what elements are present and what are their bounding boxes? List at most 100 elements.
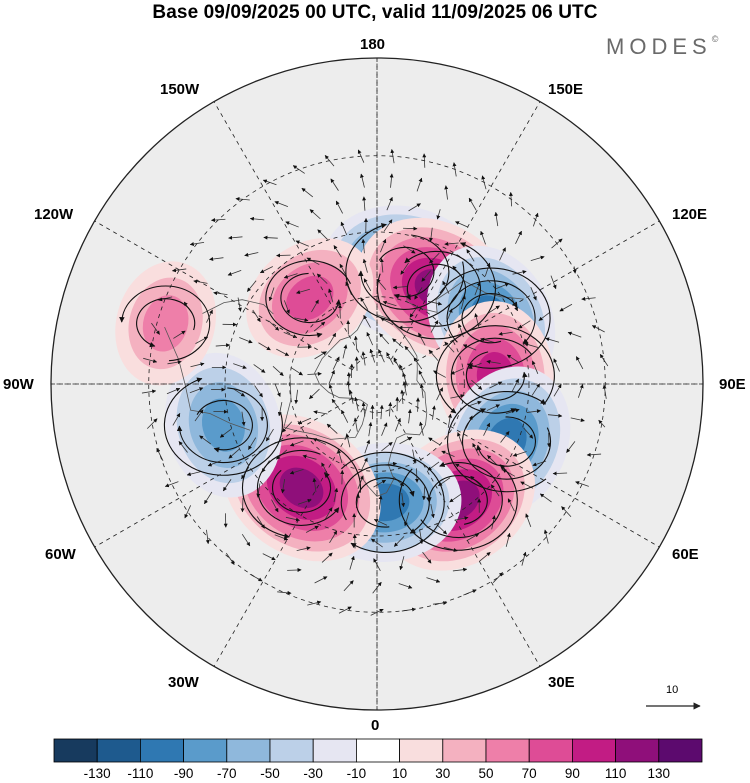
wind-vector [526,409,541,414]
wind-vector [462,344,477,351]
map-background [51,58,703,710]
map-title: Base 09/09/2025 00 UTC, valid 11/09/2025… [152,2,598,23]
colorbar-swatch [615,738,660,763]
wind-vector [506,354,520,363]
wind-vector [432,601,448,606]
wind-vector [314,351,327,360]
streamline [265,260,351,338]
colorbar-swatch [183,738,228,763]
wind-vector [472,442,480,456]
wind-vector [209,257,224,261]
wind-vector [349,555,355,570]
wind-vector [314,576,328,584]
meridian-line [94,220,353,371]
wind-vector [172,412,181,426]
wind-vector [246,280,257,292]
wind-vector [500,431,510,443]
wind-vector [505,532,511,547]
wind-vector [452,567,468,572]
wind-vector [422,485,427,501]
wind-vector [228,235,243,240]
wind-vector [277,402,283,417]
colorbar-tick-label: 130 [647,766,671,781]
wind-vector [340,221,348,236]
wind-vector [366,331,374,346]
wind-vector [373,479,387,488]
streamline [378,246,435,300]
wind-vector [399,436,413,445]
wind-vector [428,437,441,446]
wind-vector [450,394,465,399]
wind-vector [222,479,232,492]
wind-vector [193,279,208,284]
wind-vector [495,282,510,290]
wind-vector [345,433,351,448]
wind-vector [561,506,572,518]
wind-vector [341,409,349,423]
wind-vector [233,363,247,369]
wind-vector [530,255,545,261]
wind-vector [566,441,576,453]
streamline [136,298,196,348]
streamline [340,464,430,534]
wind-vector [442,280,450,294]
wind-vector [575,481,589,487]
wind-vector [156,447,164,461]
wind-vector [364,439,371,454]
streamline [465,351,528,401]
wind-vector [297,498,312,505]
wind-vector [511,378,519,392]
wind-vector [458,323,464,338]
wind-vector [567,331,582,338]
wind-vector [285,221,299,228]
wind-vector [468,197,477,211]
streamline [475,416,536,467]
wind-vector [232,388,246,397]
wind-vector [328,369,335,384]
wind-vector [426,577,441,583]
colorbar-swatch [139,738,184,763]
lon-label-60E: 60E [672,546,699,563]
colorbar-tick-label: -70 [217,766,237,781]
wind-vector [431,405,436,420]
wind-vector [333,245,342,258]
wind-vector [253,364,266,373]
wind-vector [186,471,201,477]
wind-vector [518,320,531,329]
streamline [450,337,533,414]
wind-vector [466,533,480,542]
wind-vector [353,335,358,351]
wind-vector [262,553,276,561]
wind-vector [189,387,204,394]
wind-vector [306,257,320,265]
wind-vector [204,491,213,505]
meridian-line [401,397,660,548]
lon-label-0: 0 [371,717,380,734]
wind-vector [392,338,404,349]
wind-vector [531,360,539,374]
wind-vector [254,385,263,398]
wind-vector [553,383,562,397]
wind-vector [419,421,424,436]
colorbar-swatch [572,738,617,763]
wind-vector [312,477,317,493]
wind-vector [483,422,491,436]
wind-vector [498,331,513,336]
colorbar-swatch [226,738,271,763]
meridian-line [213,408,364,667]
wind-vector [333,487,339,503]
colorbar-swatch [399,738,444,763]
colorbar-swatch [53,738,98,763]
wind-vector [523,427,534,439]
streamline [435,325,555,414]
wind-vector [539,493,552,503]
colorbar-tick-label: 90 [564,766,580,781]
wind-vector [444,241,459,246]
colorbar-swatch [312,738,357,763]
wind-vector [190,362,205,368]
anomaly-contour-ridge-110W [142,295,189,352]
colorbar-swatch [96,738,141,763]
colorbar-tick-label: 30 [435,766,451,781]
wind-vector [489,381,503,389]
wind-vectors [141,148,609,616]
